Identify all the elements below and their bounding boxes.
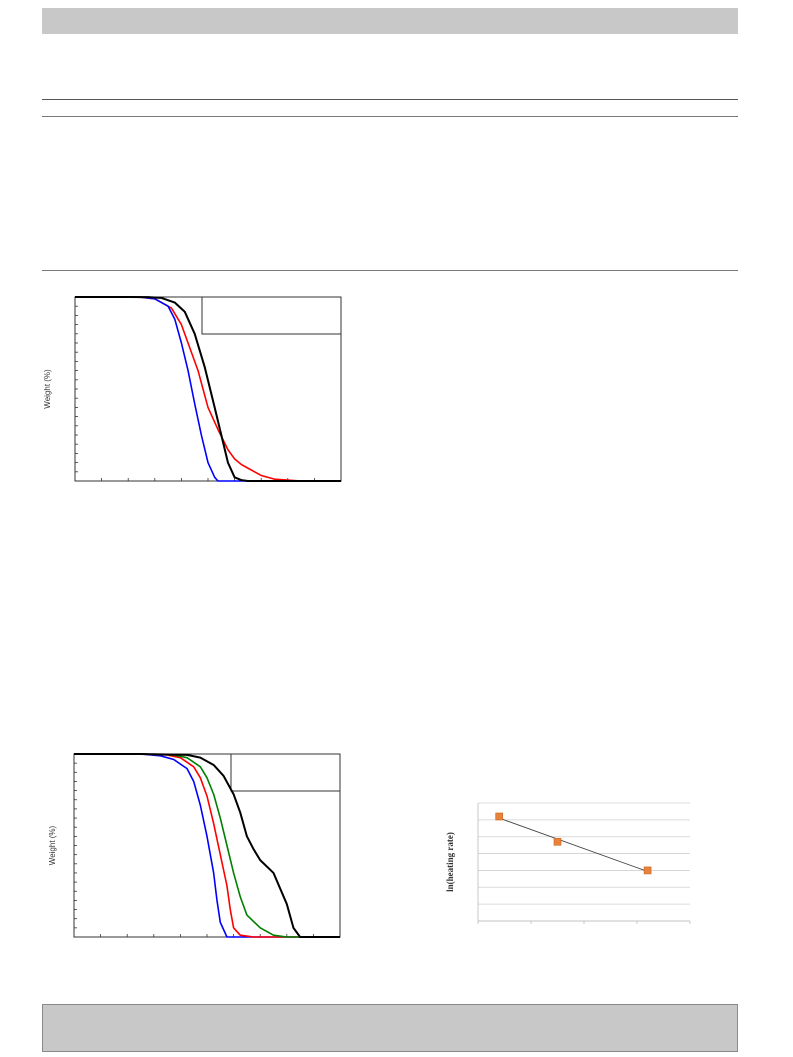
tga-chart-2: Weight (%) [46,746,346,942]
tga-chart-1-svg: Weight (%) [43,296,342,482]
series-line-2 [74,753,340,938]
data-point-3 [643,866,652,875]
data-point-2 [553,837,562,846]
header-bar [42,8,738,34]
tga-chart-2-svg: Weight (%) [48,753,341,938]
legend-box [230,753,341,792]
footer-bar [42,1004,738,1052]
trendline [499,817,648,872]
series-line-1 [74,753,340,938]
tga-chart-1: Weight (%) [40,290,350,490]
y-axis-title: Weight (%) [43,369,52,409]
legend-box [201,296,342,335]
series-line-3 [74,753,340,938]
y-axis-title: ln(heating rate) [445,832,455,892]
data-point-1 [495,812,504,821]
kinetic-plot-svg: ln(heating rate) [445,802,691,924]
y-axis-title: Weight (%) [48,825,57,865]
divider-line [42,116,738,117]
divider-line [42,99,738,100]
kinetic-plot: ln(heating rate) [440,795,696,931]
series-line-4 [74,753,340,938]
series-line-4 [75,296,341,482]
divider-line [42,270,738,271]
